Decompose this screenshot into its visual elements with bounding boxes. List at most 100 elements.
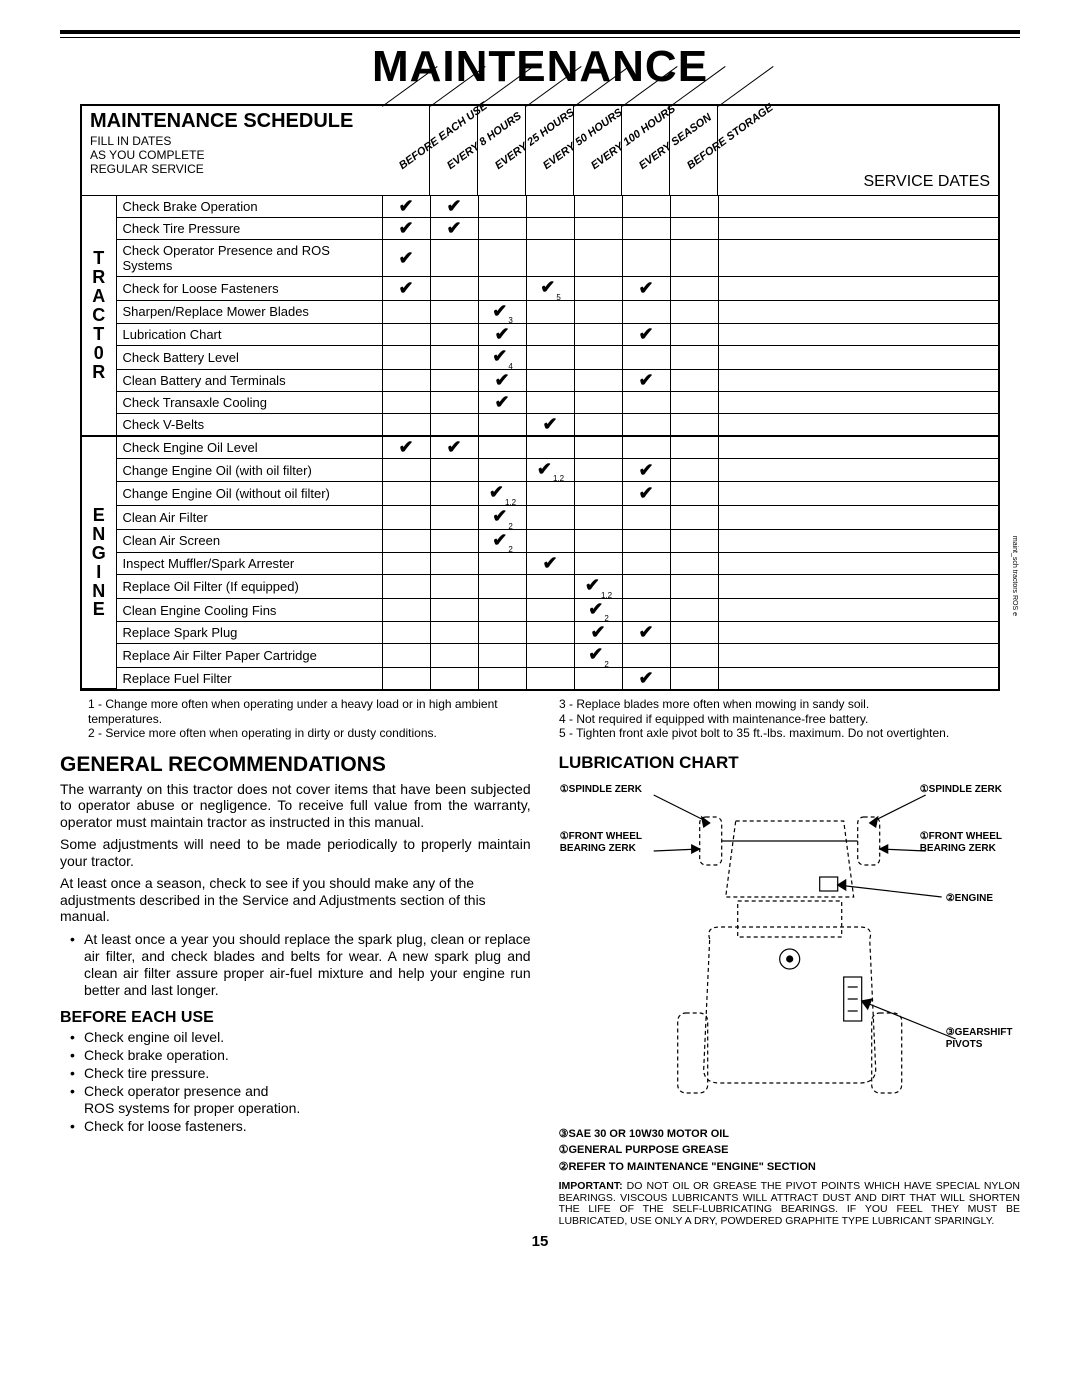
check-cell (574, 458, 622, 482)
task-label: Replace Oil Filter (If equipped) (116, 575, 382, 599)
check-cell: ✔ (574, 622, 622, 644)
check-cell (382, 413, 430, 436)
lub-gear2: PIVOTS (945, 1039, 982, 1050)
task-label: Check Tire Pressure (116, 218, 382, 240)
check-cell (382, 346, 430, 370)
check-cell (478, 622, 526, 644)
check-cell (670, 667, 718, 689)
check-cell (478, 218, 526, 240)
service-date-cell (718, 300, 998, 324)
check-cell (382, 505, 430, 529)
check-cell (430, 482, 478, 506)
check-cell: ✔ (622, 482, 670, 506)
check-cell (430, 598, 478, 622)
check-cell (622, 218, 670, 240)
footnote: 2 - Service more often when operating in… (88, 726, 529, 740)
check-cell: ✔ (430, 218, 478, 240)
col-header: EVERY 100 HOURS (574, 106, 622, 196)
schedule-footnotes: 1 - Change more often when operating und… (88, 697, 1000, 740)
check-cell (574, 218, 622, 240)
check-cell (574, 529, 622, 553)
task-label: Check Battery Level (116, 346, 382, 370)
check-cell (526, 436, 574, 459)
task-label: Check V-Belts (116, 413, 382, 436)
task-label: Clean Air Filter (116, 505, 382, 529)
check-cell: ✔1,2 (526, 458, 574, 482)
before-list: Check engine oil level.Check brake opera… (60, 1029, 531, 1135)
check-cell (430, 644, 478, 668)
check-cell (478, 436, 526, 459)
check-cell (622, 300, 670, 324)
check-cell (670, 413, 718, 436)
check-cell (670, 369, 718, 391)
before-item: Check for loose fasteners. (84, 1118, 531, 1135)
check-cell (670, 575, 718, 599)
check-cell (430, 575, 478, 599)
footnote: 3 - Replace blades more often when mowin… (559, 697, 1000, 711)
check-cell (382, 529, 430, 553)
check-cell (622, 196, 670, 218)
task-label: Check Transaxle Cooling (116, 391, 382, 413)
task-label: Check Operator Presence and ROS Systems (116, 240, 382, 277)
check-cell (574, 196, 622, 218)
check-cell: ✔2 (574, 644, 622, 668)
footnote: 1 - Change more often when operating und… (88, 697, 529, 726)
check-cell: ✔1,2 (478, 482, 526, 506)
check-cell (382, 391, 430, 413)
general-bullet-1: At least once a year you should replace … (84, 931, 531, 999)
task-label: Check for Loose Fasteners (116, 277, 382, 301)
check-cell (670, 391, 718, 413)
side-note: maint_sch tractors ROS e (1011, 536, 1018, 616)
check-cell: ✔5 (526, 277, 574, 301)
check-cell (526, 622, 574, 644)
check-cell (670, 240, 718, 277)
check-cell (622, 505, 670, 529)
lubrication-title: LUBRICATION CHART (559, 753, 1020, 773)
service-date-cell (718, 622, 998, 644)
task-label: Replace Fuel Filter (116, 667, 382, 689)
right-column: LUBRICATION CHART (559, 753, 1020, 1228)
check-cell (670, 300, 718, 324)
check-cell: ✔ (382, 277, 430, 301)
check-cell (430, 458, 478, 482)
check-cell (430, 240, 478, 277)
check-cell (574, 346, 622, 370)
check-cell (382, 553, 430, 575)
check-cell (622, 391, 670, 413)
before-item: Check engine oil level. (84, 1029, 531, 1046)
general-p1: The warranty on this tractor does not co… (60, 781, 531, 831)
service-date-cell (718, 436, 998, 459)
check-cell (382, 667, 430, 689)
service-date-cell (718, 240, 998, 277)
service-date-cell (718, 324, 998, 346)
check-cell (478, 413, 526, 436)
check-cell (382, 458, 430, 482)
check-cell (526, 482, 574, 506)
service-date-cell (718, 575, 998, 599)
check-cell (670, 458, 718, 482)
task-label: Replace Spark Plug (116, 622, 382, 644)
page-number: 15 (60, 1233, 1020, 1250)
service-date-cell (718, 598, 998, 622)
lub-front-r1: ①FRONT WHEEL (919, 831, 1001, 842)
check-cell (526, 505, 574, 529)
before-item: Check brake operation. (84, 1047, 531, 1064)
task-label: Check Engine Oil Level (116, 436, 382, 459)
check-cell (670, 218, 718, 240)
schedule-title-block: MAINTENANCE SCHEDULE FILL IN DATES AS YO… (90, 110, 353, 176)
col-header: EVERY 50 HOURS (526, 106, 574, 196)
check-cell (478, 553, 526, 575)
before-title: BEFORE EACH USE (60, 1009, 531, 1027)
check-cell (574, 369, 622, 391)
service-date-cell (718, 667, 998, 689)
check-cell: ✔2 (574, 598, 622, 622)
task-label: Inspect Muffler/Spark Arrester (116, 553, 382, 575)
check-cell: ✔3 (478, 300, 526, 324)
check-cell (670, 505, 718, 529)
task-label: Replace Air Filter Paper Cartridge (116, 644, 382, 668)
col-header: BEFORE EACH USE (382, 106, 430, 196)
check-cell: ✔ (430, 196, 478, 218)
category-label: E N G I N E (82, 436, 116, 689)
check-cell (526, 218, 574, 240)
general-title: GENERAL RECOMMENDATIONS (60, 753, 531, 777)
